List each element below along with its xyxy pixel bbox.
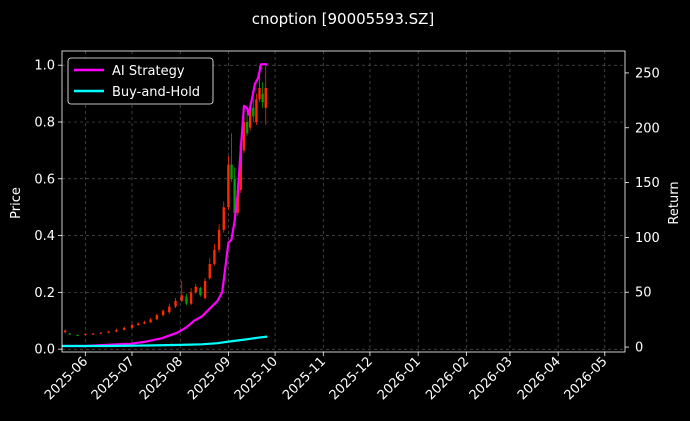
candle-body xyxy=(91,333,95,335)
right-y-tick-label: 150 xyxy=(635,176,660,191)
candle-body xyxy=(168,306,171,313)
price-candles xyxy=(63,65,267,337)
candle-body xyxy=(264,87,267,108)
candle-body xyxy=(213,249,216,264)
candle-body xyxy=(248,107,252,128)
return-lines xyxy=(62,63,268,348)
candle-body xyxy=(76,334,79,336)
candle-body xyxy=(227,164,230,208)
right-y-tick-label: 100 xyxy=(635,231,660,246)
candle-body xyxy=(222,207,225,230)
y-gridlines xyxy=(62,64,625,350)
buy-and-hold-line xyxy=(62,335,268,348)
candle-body xyxy=(189,292,193,304)
candle-body xyxy=(203,281,207,299)
candle-body xyxy=(180,295,183,301)
candle-body xyxy=(161,310,165,316)
candle-body xyxy=(255,99,258,122)
left-y-tick-label: 0.8 xyxy=(34,115,55,130)
candle-body xyxy=(239,144,243,191)
candle-body xyxy=(233,178,236,213)
candle-body xyxy=(123,327,126,330)
left-y-tick-label: 0.0 xyxy=(34,343,55,358)
candle-body xyxy=(194,286,197,293)
candle-body xyxy=(261,93,264,103)
candle-body xyxy=(208,263,211,279)
candle-body xyxy=(68,333,71,335)
candle-body xyxy=(252,107,255,117)
candle-body xyxy=(107,331,110,333)
candle-body xyxy=(230,164,233,179)
left-y-tick-label: 1.0 xyxy=(34,59,55,74)
candle-body xyxy=(84,334,87,336)
legend-label-ai-strategy: AI Strategy xyxy=(112,64,185,79)
left-y-axis-label: Price xyxy=(9,187,24,219)
left-y-tick-label: 0.6 xyxy=(34,172,55,187)
candle-body xyxy=(174,300,177,307)
right-y-tick-label: 200 xyxy=(635,121,660,136)
candle-body xyxy=(245,121,249,134)
candle-body xyxy=(99,332,103,334)
candle-body xyxy=(149,319,152,323)
legend-label-buy-and-hold: Buy-and-Hold xyxy=(112,85,200,100)
candle-body xyxy=(242,121,246,151)
right-y-tick-label: 0 xyxy=(635,341,643,356)
legend-box xyxy=(67,57,214,105)
candle-body xyxy=(115,329,118,332)
right-y-tick-label: 250 xyxy=(635,66,660,81)
candle-body xyxy=(258,87,261,100)
right-y-tick-label: 50 xyxy=(635,286,652,301)
chart-title: cnoption [90005593.SZ] xyxy=(252,10,435,28)
candle-body xyxy=(63,330,67,333)
candle-body xyxy=(137,323,140,326)
plot-frame xyxy=(61,50,626,353)
candle-body xyxy=(155,315,159,320)
ai-strategy-line xyxy=(62,63,268,348)
right-y-axis-ticks: 0 50 100 150 200 250 xyxy=(625,66,660,356)
candle-body xyxy=(130,325,134,328)
candle-body xyxy=(217,229,221,250)
right-y-axis-label: Return xyxy=(667,181,682,224)
candle-body xyxy=(199,288,202,296)
left-y-axis-ticks: 0.0 0.2 0.4 0.6 0.8 1.0 xyxy=(34,59,62,358)
left-y-tick-label: 0.2 xyxy=(34,286,55,301)
legend: AI Strategy Buy-and-Hold xyxy=(67,57,214,105)
candle-body xyxy=(143,322,146,324)
left-y-tick-label: 0.4 xyxy=(34,229,55,244)
candle-body xyxy=(185,296,188,304)
